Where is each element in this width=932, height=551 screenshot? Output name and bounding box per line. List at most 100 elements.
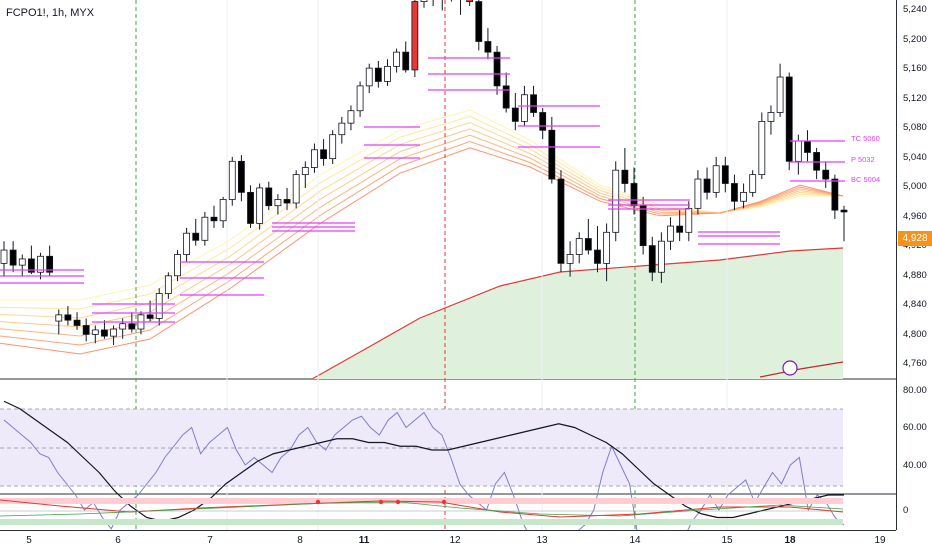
rsi-ma-line	[3, 400, 844, 522]
candle-body	[657, 240, 665, 273]
candle-body	[731, 183, 738, 202]
osc-signal-dot	[441, 499, 447, 505]
candle-body	[813, 152, 821, 171]
osc-signal-dot	[378, 499, 384, 505]
time-tick-label: 15	[721, 535, 733, 546]
candle-body	[594, 249, 601, 264]
candle-body	[219, 199, 227, 222]
time-tick-label: 18	[784, 535, 796, 546]
candle-body	[82, 325, 90, 335]
time-tick-label: 13	[536, 535, 548, 546]
pivot-bc-label: BC 5004	[851, 175, 881, 184]
candle-body	[767, 112, 775, 122]
time-tick-label: 19	[874, 535, 886, 546]
chart-canvas[interactable]	[0, 0, 896, 530]
candle-body	[721, 165, 729, 184]
time-tick-label: 12	[449, 535, 461, 546]
price-tick-label: 5,200	[903, 33, 927, 45]
price-tick-label: 5,000	[903, 181, 927, 192]
time-tick-label: 8	[297, 535, 303, 546]
symbol-title[interactable]: FCPO1!, 1h, MYX	[6, 7, 95, 19]
candle-body	[91, 329, 99, 335]
candle-body	[338, 122, 346, 136]
candle-body	[484, 41, 492, 53]
osc-lower-band	[0, 519, 843, 525]
candle-body	[648, 245, 656, 273]
candle-body	[183, 232, 191, 255]
candle-body	[612, 169, 620, 233]
rsi-line	[3, 411, 845, 530]
candle-body	[265, 187, 273, 207]
candle-body	[411, 1, 419, 71]
time-tick-label: 6	[115, 535, 121, 546]
ma-fill-area	[312, 248, 843, 379]
osc-upper-band	[0, 498, 843, 504]
candle-body	[146, 314, 154, 319]
candle-body	[639, 205, 647, 247]
candle-body	[347, 110, 355, 124]
ema-ribbon-line	[0, 115, 844, 310]
price-axis[interactable]: 5,240 5,200 5,160 5,120 5,080 5,040 5,000 4,960…	[896, 0, 932, 530]
candle-body	[320, 149, 327, 160]
candle-body	[365, 67, 373, 87]
osc-signal-dot	[395, 499, 401, 505]
candle-body	[374, 67, 382, 82]
candle-body	[840, 209, 848, 213]
candle-body	[73, 319, 81, 326]
candle-body	[155, 293, 163, 319]
candle-body	[228, 160, 236, 200]
candle-body	[110, 328, 117, 337]
time-tick-label: 5	[26, 535, 32, 546]
candle-body	[475, 1, 483, 42]
candle-body	[237, 160, 245, 193]
candle-body	[46, 255, 54, 273]
price-tick-label: 4,840	[903, 299, 927, 310]
candle-body	[0, 249, 8, 264]
candle-body	[247, 191, 254, 224]
time-tick-label: 7	[207, 535, 213, 546]
candle-body	[584, 238, 592, 251]
candle-body	[530, 94, 537, 113]
candle-body	[329, 134, 337, 160]
replay-icon	[782, 360, 798, 376]
candle-body	[27, 258, 35, 273]
candle-body	[822, 169, 830, 180]
candle-body	[55, 314, 63, 322]
price-tick-label: 5,040	[903, 151, 927, 163]
candle-body	[539, 112, 547, 131]
candle-body	[128, 323, 136, 330]
candle-body	[575, 238, 583, 255]
candle-body	[119, 323, 127, 330]
candle-body	[630, 183, 638, 207]
candle-body	[37, 255, 44, 273]
price-tick-label: 5,160	[903, 63, 927, 74]
last-price-badge: 4,928	[898, 231, 932, 246]
price-tick-label: 4,960	[903, 210, 927, 222]
candle-body	[740, 191, 747, 202]
candle-body	[521, 94, 528, 122]
time-tick-label: 11	[358, 535, 370, 546]
rsi-tick-label: 80.00	[903, 385, 927, 396]
candle-body	[831, 178, 839, 211]
candle-body	[210, 216, 218, 222]
candle-body	[804, 140, 811, 153]
candle-body	[712, 165, 720, 193]
candle-body	[603, 231, 611, 264]
price-tick-label: 5,080	[903, 122, 927, 133]
osc-signal-dot	[315, 499, 321, 505]
time-axis[interactable]: 5 6 7 8 11 12 13 14 15 18 19	[0, 530, 896, 551]
candle-body	[402, 51, 410, 71]
candle-body	[192, 232, 200, 241]
candle-body	[356, 85, 364, 112]
candle-body	[511, 107, 519, 122]
candle-body	[493, 51, 501, 87]
ema-ribbon-line	[0, 147, 844, 355]
ma-red-line	[311, 247, 844, 380]
candle-body	[785, 76, 793, 162]
pivot-p-label: P 5032	[851, 155, 875, 164]
candle-body	[201, 216, 209, 241]
candle-body	[274, 199, 282, 207]
candle-body	[794, 140, 802, 162]
candle-body	[749, 174, 757, 193]
pivot-tc-label: TC 5060	[851, 134, 880, 143]
